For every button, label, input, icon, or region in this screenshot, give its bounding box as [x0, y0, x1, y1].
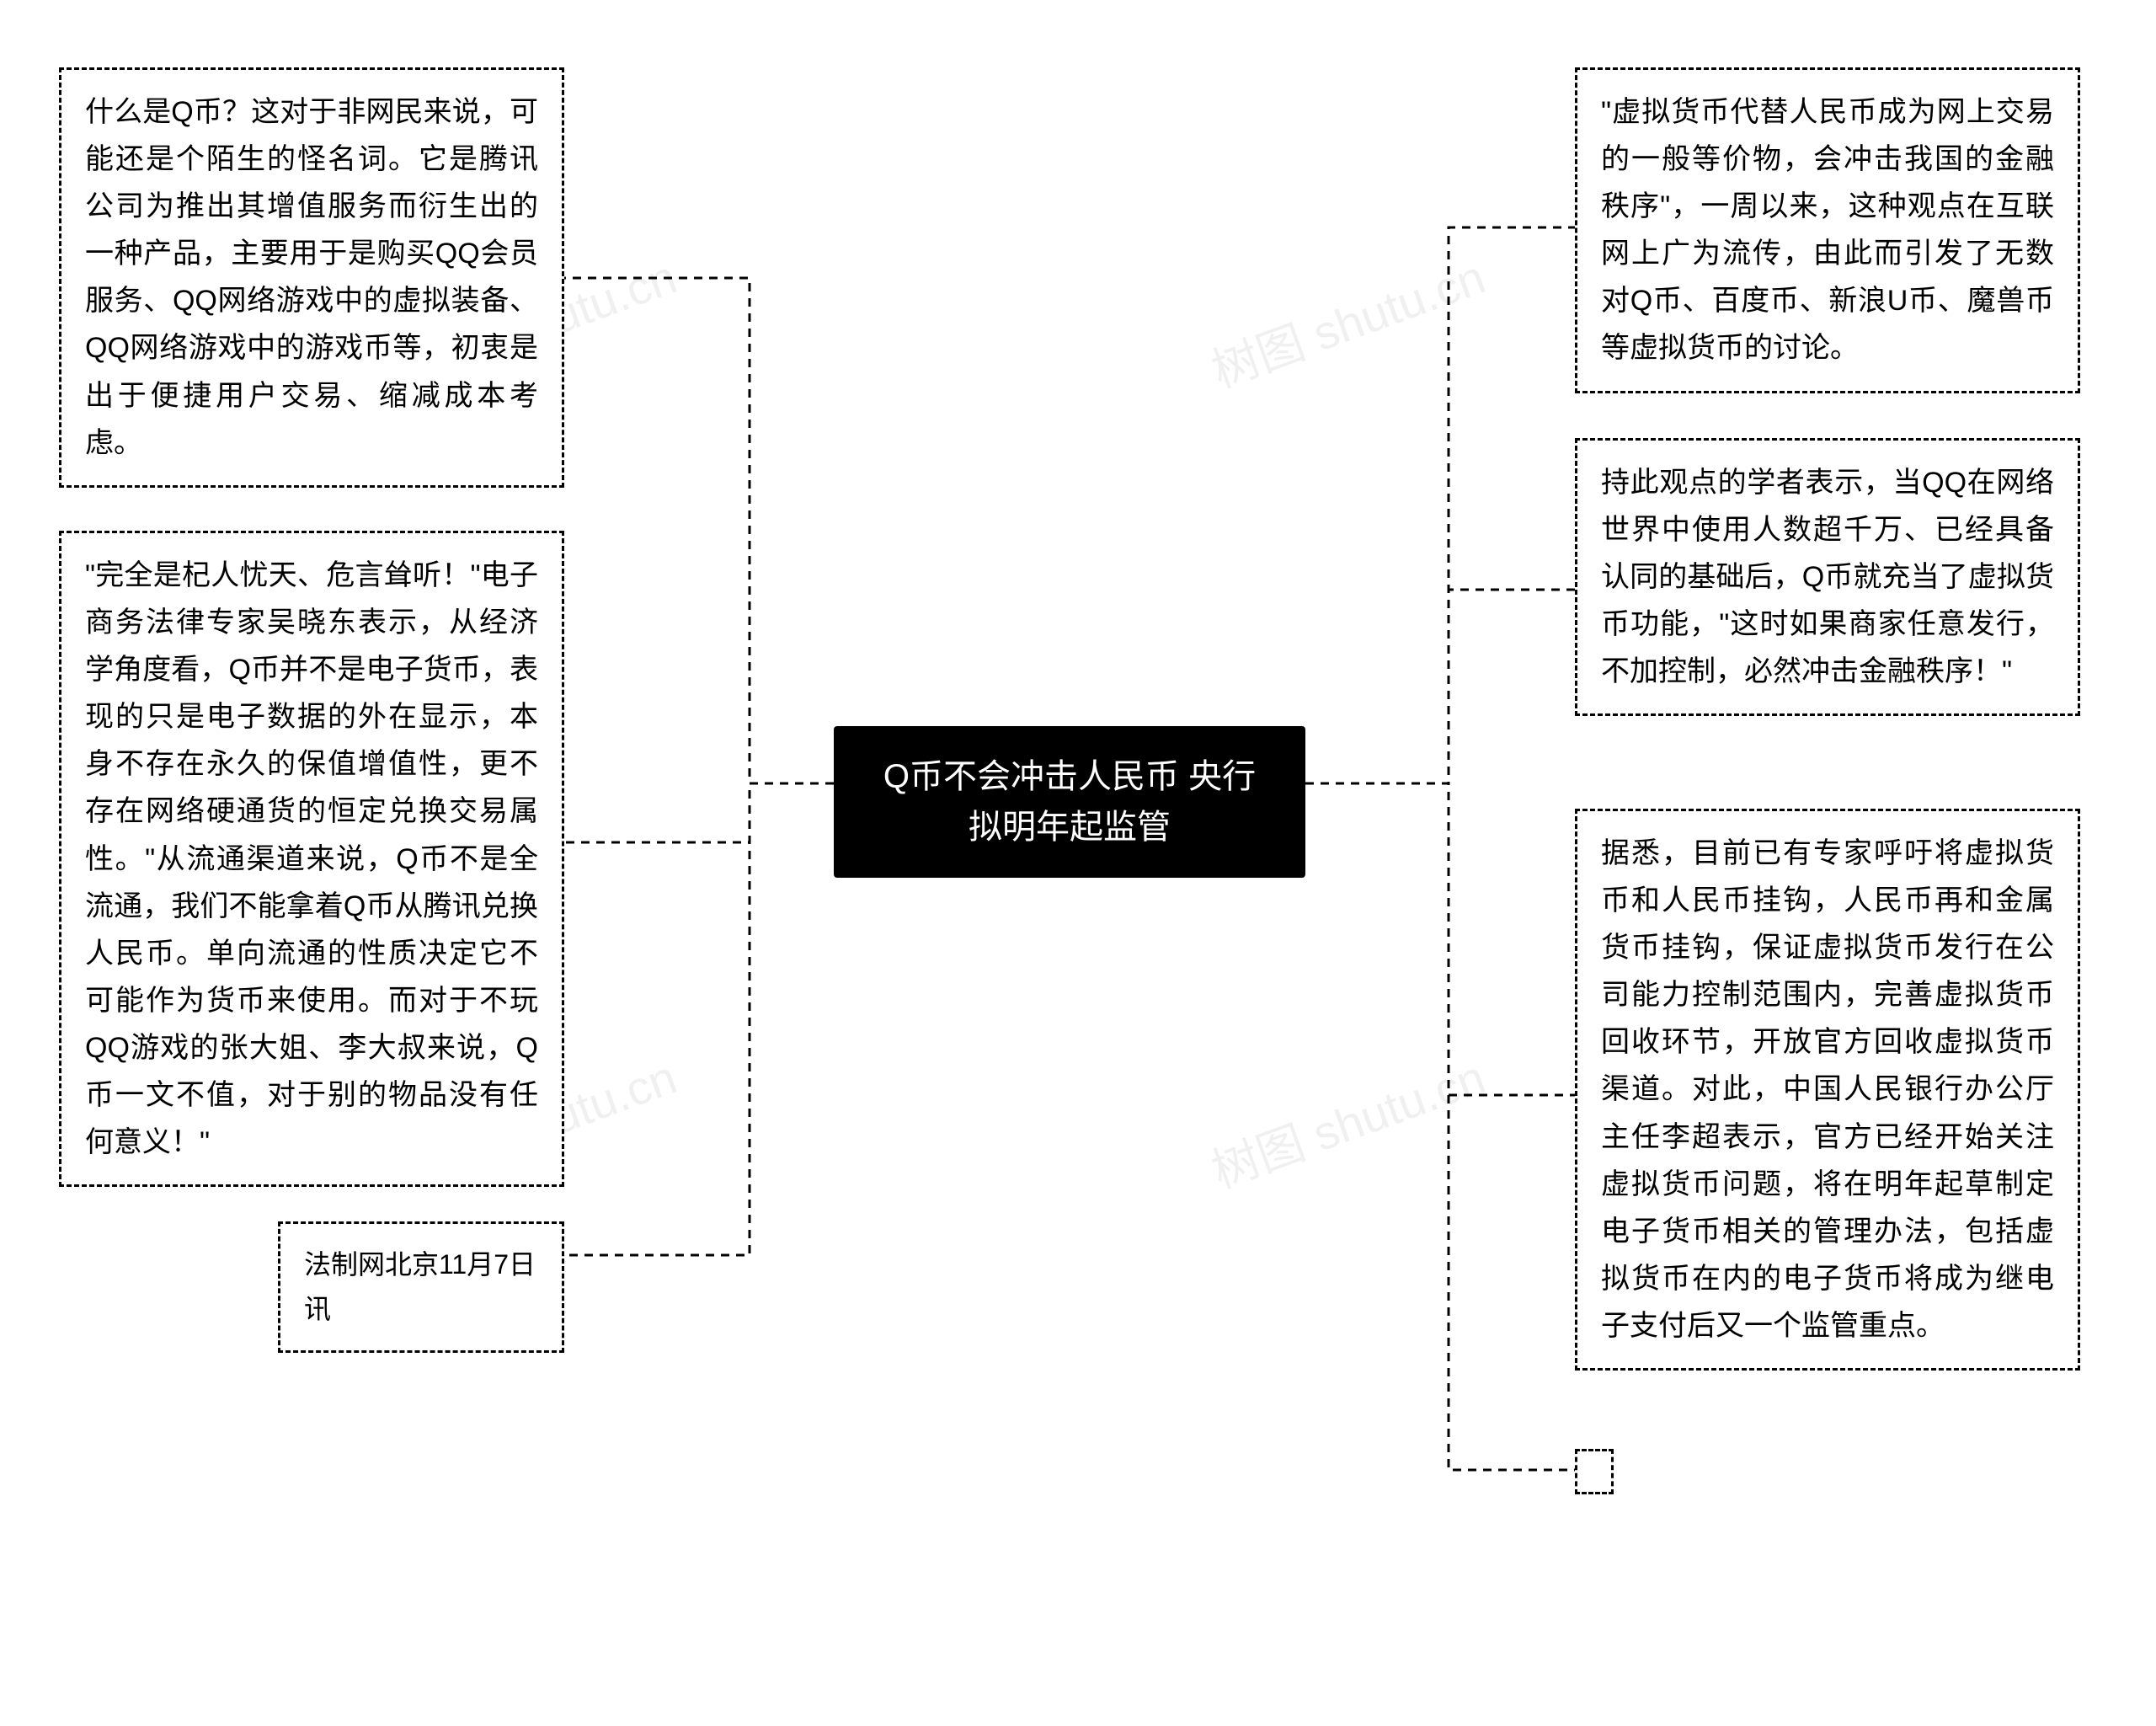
right-node-empty[interactable]	[1575, 1449, 1614, 1494]
right-node-1[interactable]: "虚拟货币代替人民币成为网上交易的一般等价物，会冲击我国的金融秩序"，一周以来，…	[1575, 67, 2080, 393]
connector-path	[1305, 783, 1575, 1095]
watermark: 树图 shutu.cn	[1201, 1039, 1493, 1201]
connector-path	[564, 783, 834, 842]
right-node-2[interactable]: 持此观点的学者表示，当QQ在网络世界中使用人数超千万、已经具备认同的基础后，Q币…	[1575, 438, 2080, 716]
left-node-1[interactable]: 什么是Q币？这对于非网民来说，可能还是个陌生的怪名词。它是腾讯公司为推出其增值服…	[59, 67, 564, 488]
connector-path	[564, 783, 834, 1255]
connector-path	[1305, 783, 1575, 1470]
right-node-3[interactable]: 据悉，目前已有专家呼吁将虚拟货币和人民币挂钩，人民币再和金属货币挂钩，保证虚拟货…	[1575, 809, 2080, 1371]
connector-path	[564, 278, 834, 783]
left-node-3[interactable]: 法制网北京11月7日讯	[278, 1221, 564, 1353]
connector-path	[1305, 590, 1575, 783]
watermark: 树图 shutu.cn	[1201, 239, 1493, 401]
connector-path	[1305, 227, 1575, 783]
left-node-2[interactable]: "完全是杞人忧天、危言耸听！"电子商务法律专家吴晓东表示，从经济学角度看，Q币并…	[59, 531, 564, 1187]
center-topic[interactable]: Q币不会冲击人民币 央行拟明年起监管	[834, 726, 1305, 878]
